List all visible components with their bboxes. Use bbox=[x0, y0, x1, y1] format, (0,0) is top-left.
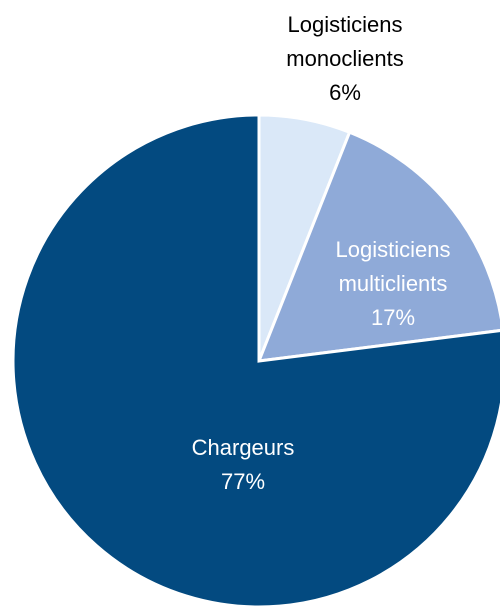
slice-label: Logisticiens multiclients 17% bbox=[313, 233, 473, 335]
value-label: 77% bbox=[220, 469, 266, 494]
slice-label: Chargeurs 77% bbox=[163, 431, 323, 499]
pie-slice bbox=[11, 113, 500, 606]
category-label: Logisticiens monoclients bbox=[286, 12, 404, 71]
value-label: 6% bbox=[329, 80, 361, 105]
category-label: Chargeurs bbox=[191, 435, 295, 460]
slice-label: Logisticiens monoclients 6% bbox=[265, 8, 425, 110]
pie-slice bbox=[256, 130, 500, 363]
value-label: 17% bbox=[370, 305, 416, 330]
category-label: Logisticiens multiclients bbox=[335, 237, 451, 296]
